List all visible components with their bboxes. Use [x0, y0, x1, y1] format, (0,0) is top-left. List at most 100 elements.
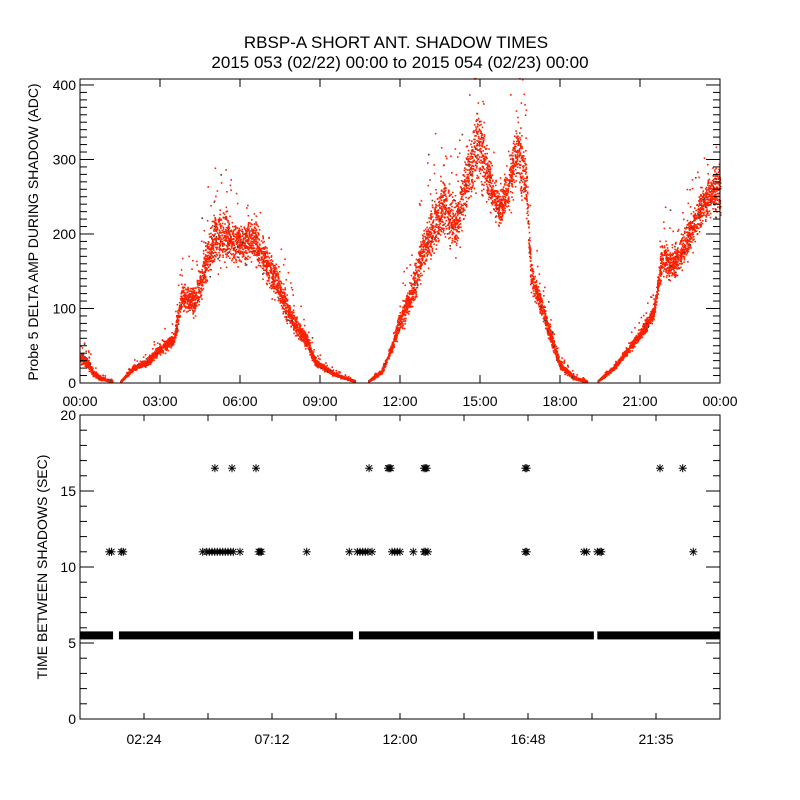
amplitude-point	[253, 247, 256, 249]
amplitude-point	[315, 364, 317, 367]
amplitude-point	[190, 297, 192, 299]
amplitude-point	[127, 371, 129, 374]
amplitude-point	[230, 235, 232, 238]
amplitude-point	[404, 284, 406, 287]
amplitude-point	[395, 326, 398, 329]
amplitude-point	[230, 236, 232, 239]
amplitude-point	[295, 324, 297, 327]
amplitude-point	[339, 372, 341, 374]
amplitude-point	[126, 372, 128, 374]
amplitude-point	[193, 303, 196, 305]
amplitude-point	[228, 243, 231, 246]
amplitude-point	[409, 282, 411, 284]
amplitude-point	[270, 255, 273, 257]
amplitude-point	[403, 309, 406, 312]
amplitude-point	[177, 312, 179, 314]
amplitude-point	[280, 248, 283, 251]
amplitude-point	[419, 283, 422, 285]
amplitude-point	[220, 182, 223, 184]
amplitude-point	[405, 298, 407, 300]
amplitude-point	[418, 276, 420, 279]
amplitude-point	[253, 239, 255, 241]
amplitude-point	[148, 361, 151, 363]
amplitude-point	[247, 255, 249, 258]
amplitude-point	[238, 241, 241, 244]
amplitude-point	[198, 289, 200, 291]
amplitude-point	[317, 355, 319, 357]
amplitude-point	[94, 372, 96, 374]
amplitude-point	[309, 344, 311, 346]
amplitude-point	[193, 302, 196, 304]
amplitude-point	[286, 310, 288, 313]
amplitude-point	[325, 362, 327, 364]
amplitude-point	[400, 319, 402, 321]
amplitude-point	[274, 299, 276, 301]
amplitude-point	[171, 339, 174, 342]
amplitude-point	[190, 304, 193, 307]
amplitude-point	[233, 229, 235, 232]
amplitude-point	[91, 370, 94, 373]
amplitude-point	[290, 320, 293, 323]
amplitude-point	[283, 295, 285, 297]
amplitude-point	[284, 258, 286, 260]
amplitude-point	[420, 272, 422, 275]
amplitude-point	[285, 303, 288, 305]
amplitude-point	[306, 342, 309, 345]
amplitude-point	[408, 304, 411, 306]
amplitude-point	[405, 303, 408, 305]
amplitude-point	[200, 240, 203, 243]
amplitude-point	[291, 321, 293, 324]
amplitude-point	[231, 258, 234, 260]
amplitude-point	[218, 221, 220, 223]
amplitude-point	[286, 306, 289, 309]
amplitude-point	[256, 237, 259, 240]
amplitude-point	[153, 359, 155, 361]
amplitude-point	[98, 379, 100, 381]
amplitude-point	[97, 374, 99, 377]
amplitude-point	[164, 352, 167, 355]
amplitude-point	[249, 222, 251, 224]
amplitude-point	[168, 343, 170, 346]
amplitude-point	[238, 245, 241, 248]
amplitude-point	[287, 313, 289, 316]
amplitude-point	[196, 297, 198, 300]
amplitude-point	[86, 357, 88, 360]
amplitude-point	[200, 287, 202, 290]
amplitude-point	[213, 258, 216, 260]
amplitude-point	[223, 236, 225, 239]
amplitude-point	[140, 366, 142, 368]
amplitude-point	[215, 225, 218, 228]
amplitude-point	[296, 320, 298, 322]
amplitude-point	[331, 372, 334, 374]
amplitude-point	[306, 338, 309, 340]
amplitude-point	[222, 243, 224, 245]
amplitude-point	[406, 294, 409, 297]
amplitude-point	[187, 300, 190, 303]
amplitude-point	[258, 239, 260, 241]
amplitude-point	[211, 220, 214, 223]
amplitude-point	[225, 238, 227, 241]
amplitude-point	[304, 331, 307, 334]
amplitude-point	[281, 291, 283, 293]
amplitude-point	[234, 253, 237, 256]
amplitude-point	[216, 226, 219, 229]
amplitude-point	[230, 189, 232, 191]
amplitude-point	[400, 324, 402, 326]
amplitude-point	[410, 306, 412, 308]
amplitude-point	[251, 250, 254, 252]
amplitude-point	[194, 315, 197, 317]
amplitude-point	[308, 348, 310, 350]
amplitude-point	[156, 353, 159, 356]
amplitude-point	[261, 250, 264, 253]
amplitude-point	[267, 265, 270, 267]
amplitude-point	[420, 200, 423, 202]
amplitude-point	[145, 358, 148, 360]
amplitude-point	[314, 359, 316, 361]
amplitude-point	[187, 306, 190, 308]
amplitude-point	[347, 375, 350, 378]
amplitude-point	[301, 334, 303, 337]
amplitude-point	[156, 351, 159, 354]
amplitude-point	[262, 246, 265, 249]
amplitude-point	[266, 260, 269, 263]
amplitude-point	[202, 264, 204, 266]
